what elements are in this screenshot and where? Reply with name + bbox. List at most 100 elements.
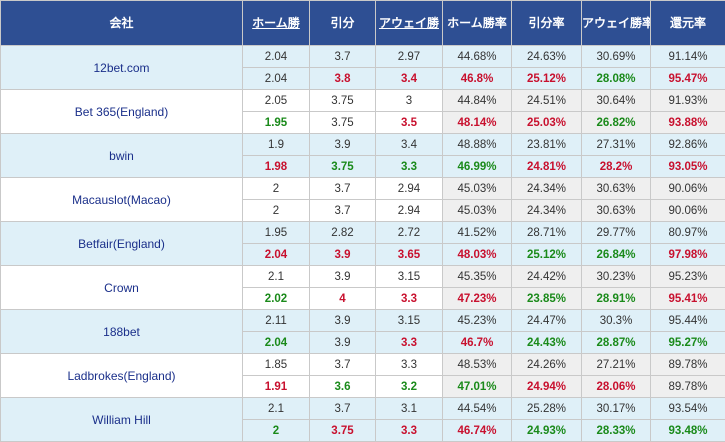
home-odds-cell: 2.04 [242,67,310,90]
away-odds-cell: 3.3 [375,287,443,310]
away-odds-cell: 2.97 [375,45,443,68]
company-name[interactable]: 12bet.com [0,45,243,90]
company-name[interactable]: William Hill [0,397,243,442]
payout-cell: 95.23% [650,265,725,288]
payout-cell: 91.93% [650,89,725,112]
payout-cell: 93.54% [650,397,725,420]
draw-rate-cell: 24.43% [511,331,582,354]
table-row-initial: bwin 1.9 3.9 3.4 48.88% 23.81% 27.31% 92.86% [0,133,725,178]
col-away-header[interactable]: アウェイ勝 [375,0,443,46]
home-rate-cell: 45.03% [442,177,512,200]
draw-odds-cell: 3.9 [309,243,376,266]
table-row-initial: William Hill 2.1 3.7 3.1 44.54% 25.28% 30.17% 9… [0,397,725,442]
header-row: 会社 ホーム勝 引分 アウェイ勝 ホーム勝率 引分率 アウェイ勝率 還元率 [0,0,725,46]
company-name[interactable]: Betfair(England) [0,221,243,266]
draw-rate-cell: 25.28% [511,397,582,420]
table-row-initial: Betfair(England) 1.95 2.82 2.72 41.52% 28.71%… [0,221,725,266]
home-rate-cell: 45.35% [442,265,512,288]
payout-cell: 93.88% [650,111,725,134]
draw-rate-cell: 24.63% [511,45,582,68]
company-name[interactable]: Macauslot(Macao) [0,177,243,222]
away-odds-cell: 3.3 [375,331,443,354]
draw-rate-cell: 24.34% [511,177,582,200]
company-name[interactable]: Crown [0,265,243,310]
table-row-initial: 188bet 2.11 3.9 3.15 45.23% 24.47% 30.3% 95.44% [0,309,725,354]
col-company-header: 会社 [0,0,243,46]
away-rate-cell: 30.64% [581,89,651,112]
payout-cell: 95.41% [650,287,725,310]
draw-rate-cell: 24.34% [511,199,582,222]
payout-cell: 93.05% [650,155,725,178]
away-odds-cell: 3 [375,89,443,112]
draw-rate-cell: 24.81% [511,155,582,178]
company-name[interactable]: 188bet [0,309,243,354]
table-row-live: 2.04 3.8 3.4 46.8% 25.12% 28.08% 95.47% [1,67,725,90]
away-rate-cell: 28.06% [581,375,651,398]
draw-rate-cell: 24.93% [511,419,582,442]
away-rate-cell: 30.63% [581,177,651,200]
company-name[interactable]: Bet 365(England) [0,89,243,134]
home-rate-cell: 44.84% [442,89,512,112]
home-odds-cell: 1.95 [242,221,310,244]
company-name[interactable]: Ladbrokes(England) [0,353,243,398]
home-odds-cell: 2.04 [242,45,310,68]
away-rate-cell: 26.84% [581,243,651,266]
table-row-live: 1.91 3.6 3.2 47.01% 24.94% 28.06% 89.78% [1,375,725,398]
home-odds-cell: 2.1 [242,397,310,420]
company-name[interactable]: bwin [0,133,243,178]
draw-rate-cell: 24.94% [511,375,582,398]
home-odds-cell: 2 [242,177,310,200]
draw-odds-cell: 3.7 [309,177,376,200]
away-rate-cell: 30.17% [581,397,651,420]
away-odds-cell: 3.4 [375,67,443,90]
table-row-live: 2 3.7 2.94 45.03% 24.34% 30.63% 90.06% [1,199,725,222]
home-odds-cell: 2 [242,419,310,442]
away-odds-cell: 3.15 [375,309,443,332]
col-home-header[interactable]: ホーム勝 [242,0,310,46]
table-row-live: 1.98 3.75 3.3 46.99% 24.81% 28.2% 93.05% [1,155,725,178]
home-odds-cell: 1.98 [242,155,310,178]
draw-odds-cell: 3.7 [309,45,376,68]
payout-cell: 90.06% [650,177,725,200]
draw-odds-cell: 3.9 [309,265,376,288]
payout-cell: 80.97% [650,221,725,244]
draw-rate-cell: 28.71% [511,221,582,244]
home-rate-cell: 48.53% [442,353,512,376]
draw-rate-cell: 24.47% [511,309,582,332]
col-home-rate-header: ホーム勝率 [442,0,512,46]
draw-odds-cell: 3.9 [309,133,376,156]
draw-odds-cell: 4 [309,287,376,310]
home-odds-cell: 1.9 [242,133,310,156]
home-rate-cell: 48.14% [442,111,512,134]
payout-cell: 95.44% [650,309,725,332]
home-rate-cell: 46.99% [442,155,512,178]
away-odds-cell: 2.94 [375,177,443,200]
table-row-initial: Macauslot(Macao) 2 3.7 2.94 45.03% 24.34% 30.6… [0,177,725,222]
away-rate-cell: 28.33% [581,419,651,442]
draw-rate-cell: 24.26% [511,353,582,376]
draw-rate-cell: 24.42% [511,265,582,288]
away-odds-cell: 3.3 [375,155,443,178]
draw-odds-cell: 3.9 [309,331,376,354]
away-odds-cell: 3.4 [375,133,443,156]
draw-rate-cell: 24.51% [511,89,582,112]
home-rate-cell: 44.54% [442,397,512,420]
home-rate-cell: 41.52% [442,221,512,244]
home-odds-cell: 2.02 [242,287,310,310]
col-payout-header: 還元率 [650,0,725,46]
draw-rate-cell: 25.12% [511,67,582,90]
draw-odds-cell: 3.7 [309,353,376,376]
away-odds-cell: 3.3 [375,353,443,376]
home-odds-cell: 2.04 [242,243,310,266]
col-draw-header: 引分 [309,0,376,46]
table-row-initial: Crown 2.1 3.9 3.15 45.35% 24.42% 30.23% 95.23% [0,265,725,310]
away-odds-cell: 3.2 [375,375,443,398]
draw-odds-cell: 2.82 [309,221,376,244]
draw-odds-cell: 3.7 [309,397,376,420]
away-odds-cell: 3.3 [375,419,443,442]
away-rate-cell: 28.08% [581,67,651,90]
col-away-rate-header: アウェイ勝率 [581,0,651,46]
draw-rate-cell: 23.85% [511,287,582,310]
col-draw-rate-header: 引分率 [511,0,582,46]
